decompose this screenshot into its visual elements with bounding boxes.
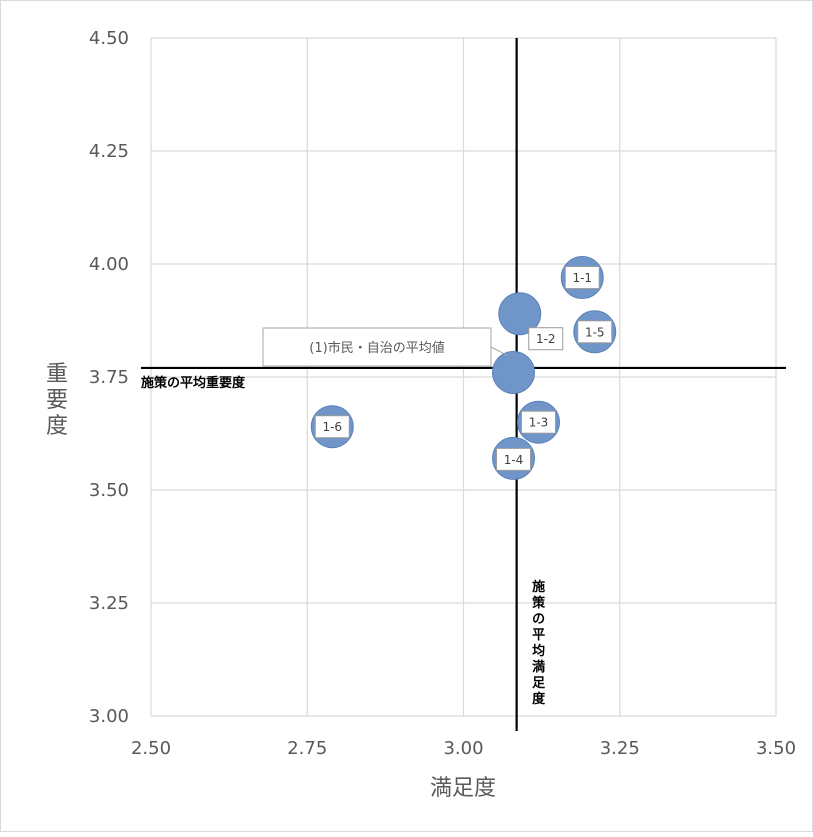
- y-axis-title: 重要度: [46, 362, 68, 439]
- point-label: 1-1: [572, 271, 592, 285]
- point-label-box: [577, 320, 613, 344]
- y-tick-label: 4.25: [89, 141, 129, 162]
- bubble-marker: [492, 350, 535, 394]
- callout-box: [262, 327, 492, 367]
- data-point-layer: 1-1 1-2 1-3 1-4 1-5 1-6 (1)市民・自治の平均値: [262, 256, 617, 480]
- y-tick-label: 3.50: [89, 480, 129, 501]
- data-point: 1-3: [517, 400, 560, 444]
- point-label: 1-6: [322, 420, 342, 434]
- point-label-box: [564, 266, 600, 290]
- point-label-box: [528, 327, 564, 351]
- y-tick-label: 4.50: [89, 28, 129, 49]
- point-label-box: [521, 410, 556, 434]
- grid-layer: [150, 37, 777, 717]
- average-importance-label: 施策の平均重要度: [141, 375, 246, 391]
- y-tick-label: 3.25: [89, 593, 129, 614]
- point-label: 1-4: [504, 453, 524, 467]
- x-tick-label: 2.75: [287, 738, 327, 759]
- data-point: 1-5: [573, 310, 617, 354]
- x-tick-label: 3.00: [443, 738, 483, 759]
- x-axis-title: 満足度: [430, 776, 496, 801]
- x-tick-label: 2.50: [131, 738, 171, 759]
- tick-label-layer: 2.50 2.75 3.00 3.25 3.50 3.00 3.25 3.50 3.75 4.00…: [89, 28, 796, 759]
- average-satisfaction-label: 施策の平均満足度: [532, 579, 546, 707]
- y-tick-label: 3.00: [89, 706, 129, 727]
- data-point: 1-6: [310, 405, 354, 449]
- data-point: 1-1: [560, 256, 604, 300]
- point-label: 1-3: [529, 416, 549, 430]
- point-label-box: [314, 415, 350, 439]
- bubble-marker: [498, 292, 542, 336]
- x-tick-label: 3.50: [756, 738, 796, 759]
- x-tick-label: 3.25: [600, 738, 640, 759]
- point-label: 1-2: [536, 332, 556, 346]
- average-point: (1)市民・自治の平均値: [262, 327, 535, 394]
- callout-label: (1)市民・自治の平均値: [309, 340, 444, 356]
- data-point: 1-4: [492, 436, 535, 480]
- y-tick-label: 4.00: [89, 254, 129, 275]
- point-label-box: [496, 447, 531, 471]
- y-tick-label: 3.75: [89, 367, 129, 388]
- data-point: 1-2: [498, 292, 564, 351]
- callout-leader: [490, 346, 508, 356]
- point-label: 1-5: [585, 325, 605, 339]
